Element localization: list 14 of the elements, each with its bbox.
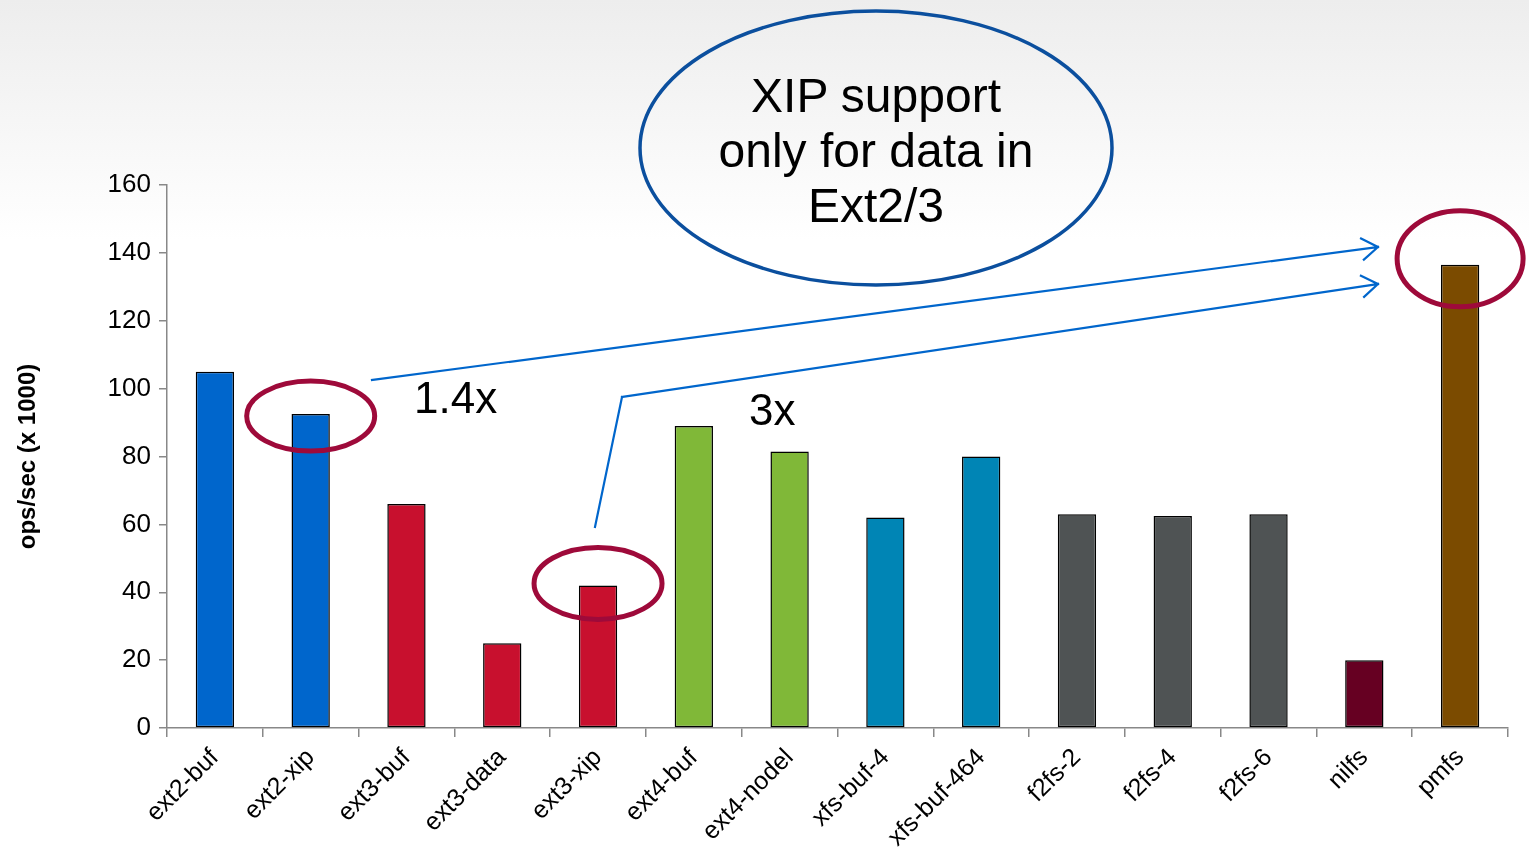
y-tick-label: 100 [107, 371, 151, 402]
y-tick-label: 140 [107, 236, 151, 267]
y-tick-label: 80 [122, 439, 151, 470]
annotation: 1.4x [414, 373, 498, 422]
x-tick-label: nilfs [1321, 742, 1373, 794]
y-tick-label: 160 [107, 168, 151, 199]
annotation: 3x [749, 385, 796, 434]
y-tick-label: 60 [122, 507, 151, 538]
annotation: XIP support only for data in Ext2/3 [717, 68, 1035, 233]
y-axis-title: ops/sec (x 1000) [13, 363, 41, 550]
y-tick-label: 0 [136, 711, 151, 742]
y-tick-label: 40 [122, 575, 151, 606]
y-tick-label: 20 [122, 643, 151, 674]
y-tick-label: 120 [107, 303, 151, 334]
